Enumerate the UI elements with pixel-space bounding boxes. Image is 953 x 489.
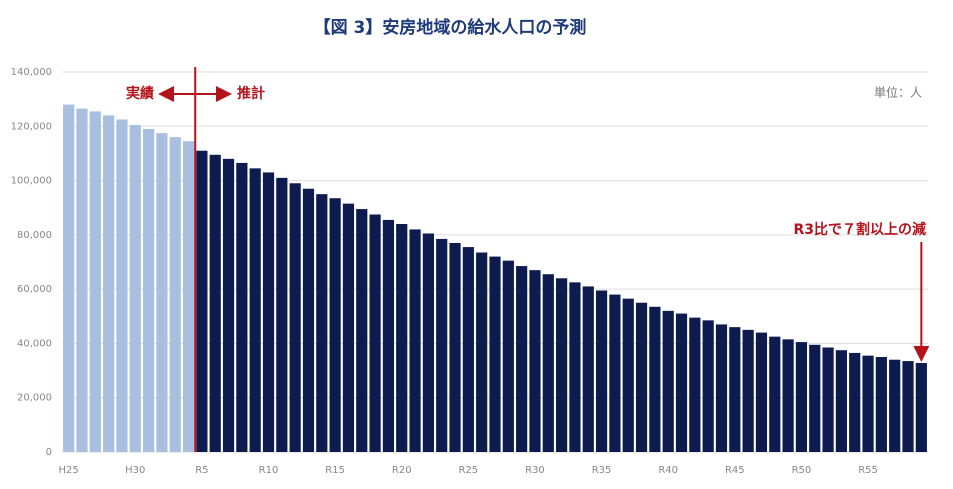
bar <box>755 332 768 452</box>
bar <box>715 324 728 452</box>
bar <box>689 317 701 452</box>
bar <box>209 154 221 453</box>
x-tick-label: R25 <box>459 465 479 476</box>
bar <box>622 298 634 452</box>
bar <box>382 219 395 452</box>
bar <box>249 168 261 452</box>
bar <box>862 355 874 452</box>
bar <box>875 357 887 452</box>
bar <box>769 336 781 452</box>
bar <box>196 150 208 452</box>
bar <box>89 111 101 452</box>
bar <box>649 306 661 452</box>
annotation: R3比で７割以上の減 <box>793 221 926 238</box>
bar <box>822 347 834 452</box>
bar <box>289 183 301 453</box>
bar <box>502 260 514 452</box>
y-tick-label: 140,000 <box>11 67 52 78</box>
bar <box>542 274 554 452</box>
bar <box>529 270 541 452</box>
y-tick-label: 40,000 <box>17 338 52 349</box>
x-tick-label: R10 <box>259 465 279 476</box>
bar <box>849 352 861 452</box>
bar <box>182 141 195 452</box>
bar <box>742 329 754 452</box>
bar <box>489 256 501 452</box>
bar <box>396 224 408 452</box>
bar <box>143 129 155 452</box>
bar <box>116 119 128 452</box>
bar <box>76 108 88 453</box>
bar <box>236 162 248 452</box>
bar <box>316 194 328 452</box>
x-tick-label: R45 <box>725 465 745 476</box>
bar <box>516 266 528 452</box>
bar <box>222 158 235 452</box>
bar <box>915 362 927 452</box>
bar <box>635 302 648 452</box>
bar <box>556 278 568 452</box>
bar <box>569 282 581 452</box>
bar <box>276 177 288 452</box>
bar <box>595 290 608 452</box>
x-tick-label: R5 <box>195 465 208 476</box>
bar <box>662 310 674 452</box>
bar <box>782 339 794 452</box>
unit-note: 単位：人 <box>874 85 922 100</box>
annotation-forecast: 推計 <box>237 85 265 102</box>
bar <box>262 172 275 452</box>
bar <box>356 209 368 452</box>
x-tick-label: R20 <box>392 465 412 476</box>
bar <box>369 214 381 452</box>
chart-title: 【図 3】安房地域の給水人口の予測 <box>314 17 587 38</box>
x-tick-label: H30 <box>125 465 145 476</box>
x-tick-label: R50 <box>792 465 812 476</box>
x-tick-label: R15 <box>325 465 345 476</box>
y-tick-label: 60,000 <box>17 284 52 295</box>
bar <box>462 247 474 452</box>
x-tick-label: R55 <box>858 465 878 476</box>
bar <box>422 233 434 452</box>
annotation-actual: 実績 <box>126 85 154 102</box>
y-tick-label: 120,000 <box>11 121 52 132</box>
x-tick-label: R35 <box>592 465 612 476</box>
bar <box>795 342 808 452</box>
x-tick-label: R40 <box>658 465 678 476</box>
bar <box>436 238 448 452</box>
bar <box>675 313 688 452</box>
x-tick-label: R30 <box>525 465 545 476</box>
bar <box>342 203 355 452</box>
bar <box>156 133 168 453</box>
y-tick-label: 20,000 <box>17 393 52 404</box>
bar <box>63 104 75 453</box>
bar <box>702 320 714 452</box>
bar <box>809 344 821 452</box>
bar <box>409 229 421 452</box>
bar <box>329 198 341 452</box>
bar <box>302 188 315 452</box>
bar <box>729 327 741 452</box>
y-tick-label: 100,000 <box>11 176 52 187</box>
bar <box>835 350 847 452</box>
bar <box>449 243 461 452</box>
bar <box>889 359 901 452</box>
x-tick-label: H25 <box>59 465 79 476</box>
bar <box>476 252 488 452</box>
bar <box>169 137 181 452</box>
y-tick-label: 80,000 <box>17 230 52 241</box>
bar <box>902 361 914 452</box>
bar <box>129 124 141 452</box>
bar <box>582 286 594 452</box>
y-tick-label: 0 <box>46 447 52 458</box>
bar <box>609 294 621 452</box>
bar <box>103 115 115 452</box>
